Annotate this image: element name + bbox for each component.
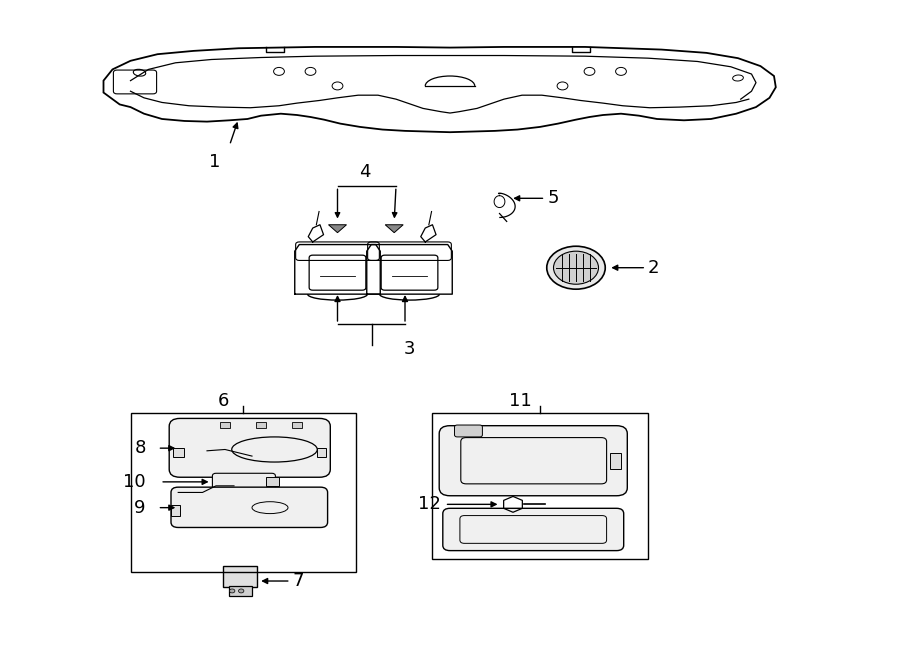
Polygon shape	[385, 225, 403, 233]
Text: 7: 7	[292, 572, 304, 590]
FancyBboxPatch shape	[454, 425, 482, 437]
Text: 4: 4	[359, 163, 370, 181]
Text: 9: 9	[134, 498, 146, 517]
Text: 2: 2	[648, 258, 660, 277]
FancyBboxPatch shape	[443, 508, 624, 551]
Bar	[266, 477, 279, 486]
Text: 1: 1	[209, 153, 220, 171]
FancyBboxPatch shape	[212, 473, 275, 490]
Text: 12: 12	[418, 495, 441, 514]
Circle shape	[230, 589, 235, 593]
Text: 3: 3	[404, 340, 415, 358]
Text: 6: 6	[218, 392, 229, 410]
FancyBboxPatch shape	[439, 426, 627, 496]
Bar	[610, 453, 621, 469]
Bar	[220, 422, 230, 428]
FancyBboxPatch shape	[171, 487, 328, 527]
Text: 8: 8	[134, 439, 146, 457]
Circle shape	[238, 589, 244, 593]
Text: 5: 5	[547, 189, 559, 208]
Text: 10: 10	[123, 473, 146, 491]
FancyBboxPatch shape	[169, 418, 330, 477]
Bar	[173, 448, 184, 457]
Bar	[223, 566, 257, 587]
Ellipse shape	[554, 251, 598, 284]
Bar	[171, 505, 180, 516]
Bar	[130, 413, 356, 572]
Text: 11: 11	[508, 392, 532, 410]
Bar	[317, 448, 326, 457]
Ellipse shape	[547, 247, 605, 290]
Bar	[229, 586, 252, 596]
Bar	[432, 413, 648, 559]
Polygon shape	[328, 225, 346, 233]
Bar	[256, 422, 266, 428]
Bar	[292, 422, 302, 428]
